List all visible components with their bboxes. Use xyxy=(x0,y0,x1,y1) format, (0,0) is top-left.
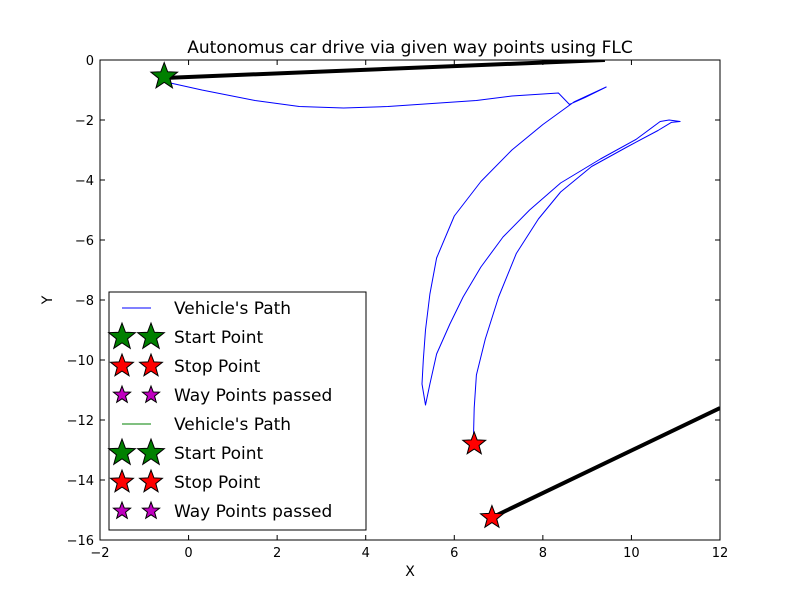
thick-line-2 xyxy=(491,406,720,520)
x-tick-label: −2 xyxy=(90,546,109,561)
x-axis: −2 0 2 4 6 8 10 12 xyxy=(90,60,728,561)
legend-label: Way Points passed xyxy=(174,386,332,406)
legend-star-swatch xyxy=(141,500,161,520)
x-tick-label: 10 xyxy=(623,546,640,561)
chart-title: Autonomus car drive via given way points… xyxy=(187,38,633,58)
y-tick-label: −8 xyxy=(75,294,94,309)
series-line-vehicle-path xyxy=(164,81,681,445)
stop-point-marker-2 xyxy=(461,430,487,455)
x-axis-label: X xyxy=(405,564,415,580)
data-layer xyxy=(149,60,720,529)
legend-entry: Way Points passed xyxy=(112,500,332,522)
legend-label: Start Point xyxy=(174,328,263,348)
y-tick-label: −2 xyxy=(75,114,94,129)
stop-point-marker-3 xyxy=(479,504,505,529)
y-tick-label: −12 xyxy=(67,414,94,429)
y-tick-label: 0 xyxy=(86,54,94,69)
legend-star-swatch xyxy=(138,352,164,377)
legend-label: Stop Point xyxy=(174,357,261,377)
legend-star-swatch xyxy=(141,384,161,404)
legend-entry: Vehicle's Path xyxy=(122,415,291,435)
legend-entry: Way Points passed xyxy=(112,384,332,406)
y-tick-label: −14 xyxy=(67,474,94,489)
legend-entry: Stop Point xyxy=(109,352,261,377)
y-tick-label: −16 xyxy=(67,534,94,549)
legend-star-swatch xyxy=(109,352,135,377)
legend-entry: Start Point xyxy=(107,321,263,350)
legend-star-swatch xyxy=(138,468,164,493)
legend-star-swatch xyxy=(107,321,137,350)
thick-line-1 xyxy=(164,60,605,80)
y-axis-label: Y xyxy=(40,295,56,305)
legend: Vehicle's Path Start Point Stop Point Way P… xyxy=(107,291,367,531)
y-tick-label: −6 xyxy=(75,234,94,249)
x-tick-label: 0 xyxy=(184,546,192,561)
legend-entry: Stop Point xyxy=(109,468,261,493)
legend-star-swatch xyxy=(112,384,132,404)
legend-label: Start Point xyxy=(174,444,263,464)
legend-label: Stop Point xyxy=(174,473,261,493)
x-tick-label: 4 xyxy=(362,546,370,561)
y-tick-label: −4 xyxy=(75,174,94,189)
plot-content xyxy=(149,60,720,529)
x-tick-label: 6 xyxy=(450,546,458,561)
x-tick-label: 8 xyxy=(539,546,547,561)
legend-star-swatch xyxy=(136,321,166,350)
x-tick-label: 12 xyxy=(712,546,729,561)
legend-entry: Vehicle's Path xyxy=(122,299,291,319)
legend-entry: Start Point xyxy=(107,437,263,466)
y-axis: 0 −2 −4 −6 −8 −10 −12 −14 −16 xyxy=(67,54,720,549)
legend-star-swatch xyxy=(107,437,137,466)
start-point-marker-1 xyxy=(149,61,179,89)
y-tick-label: −10 xyxy=(67,354,94,369)
x-tick-label: 2 xyxy=(273,546,281,561)
legend-label: Vehicle's Path xyxy=(174,415,291,435)
legend-star-swatch xyxy=(136,437,166,466)
legend-label: Vehicle's Path xyxy=(174,299,291,319)
legend-star-swatch xyxy=(109,468,135,493)
legend-label: Way Points passed xyxy=(174,502,332,522)
legend-star-swatch xyxy=(112,500,132,520)
